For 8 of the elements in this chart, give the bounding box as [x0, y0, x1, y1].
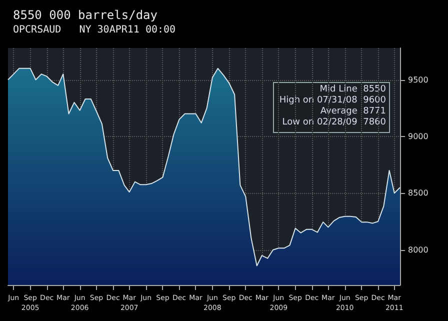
y-tick-label: 9500 [408, 75, 428, 84]
y-tick-label: 8500 [408, 188, 428, 198]
annotation: Average 8771 [320, 106, 386, 116]
chart-title: 8550 000 barrels/day [13, 8, 158, 22]
y-tick-label: 8000 [408, 245, 428, 254]
annotation: Mid Line 8550 [320, 84, 386, 94]
chart-subtitle: OPCRSAUD NY 30APR11 00:00 [13, 24, 176, 36]
y-tick-label: 9000 [408, 132, 428, 141]
